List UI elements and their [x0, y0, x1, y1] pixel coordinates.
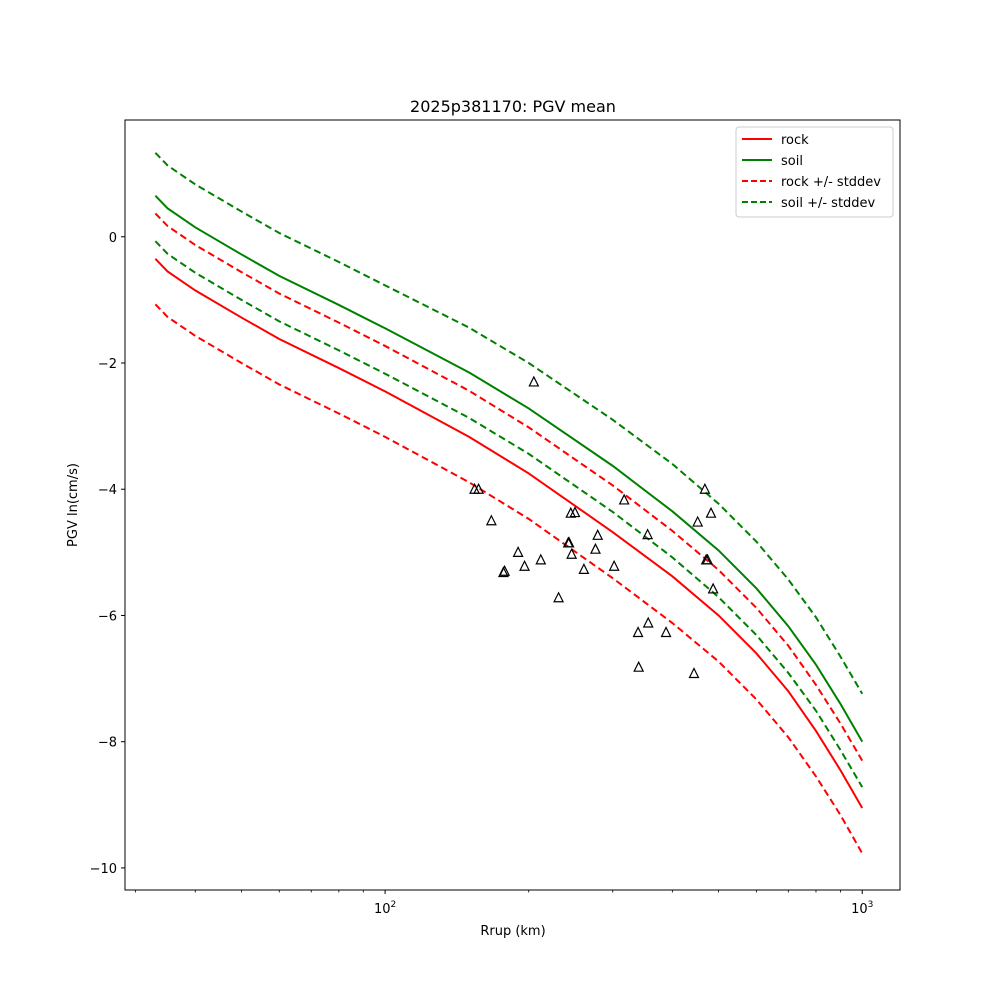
legend-label-soil: soil: [781, 154, 803, 169]
x-tick-label: 102: [374, 900, 396, 917]
legend-label-rock: rock: [781, 133, 809, 148]
y-tick-label: −8: [98, 736, 117, 751]
observation-point: [499, 564, 511, 576]
y-tick-label: 0: [109, 231, 117, 246]
observation-point: [553, 591, 565, 603]
observation-point: [519, 559, 531, 571]
legend-label-rock-stddev: rock +/- stddev: [781, 175, 881, 190]
observation-point: [705, 506, 717, 518]
x-tick-label: 103: [851, 900, 873, 917]
observation-point: [699, 482, 711, 494]
series-line-soil-stddev-5: [154, 240, 864, 788]
observation-point: [688, 667, 700, 679]
observation-point: [618, 493, 630, 505]
observation-point: [642, 528, 654, 540]
series-line-soil-stddev-4: [154, 152, 864, 695]
observation-point: [592, 528, 604, 540]
chart-title: 2025p381170: PGV mean: [410, 97, 616, 116]
observation-point: [535, 553, 547, 565]
observation-point: [632, 626, 644, 638]
series-line-rock-0: [154, 258, 864, 809]
observation-point: [642, 616, 654, 628]
observation-point: [566, 547, 578, 559]
y-tick-label: −10: [90, 862, 117, 877]
observation-point: [569, 506, 581, 518]
observation-point: [692, 515, 704, 527]
y-tick-label: −2: [98, 357, 117, 372]
observation-point: [702, 553, 714, 565]
observation-point: [589, 542, 601, 554]
observation-point: [528, 375, 540, 387]
observation-point: [512, 545, 524, 557]
observation-point: [485, 514, 497, 526]
x-axis-label: Rrup (km): [480, 924, 545, 939]
observation-point: [660, 626, 672, 638]
legend-label-soil-stddev: soil +/- stddev: [781, 196, 876, 211]
observation-point: [578, 563, 590, 574]
observation-point: [707, 582, 719, 594]
legend-frame: [735, 126, 894, 218]
observation-point: [608, 559, 620, 571]
plot-frame: [124, 119, 901, 891]
y-axis-label: PGV ln(cm/s): [66, 463, 81, 547]
series-line-soil-1: [154, 195, 864, 743]
series-line-rock-stddev-3: [154, 303, 864, 854]
observation-point: [473, 482, 485, 494]
observation-point: [562, 536, 574, 548]
series-line-rock-stddev-2: [154, 212, 864, 762]
legend: rock soil rock +/- stddev soil +/- stddev: [735, 126, 894, 218]
y-tick-label: −4: [98, 483, 117, 498]
observation-point: [633, 660, 645, 672]
y-tick-label: −6: [98, 609, 117, 624]
